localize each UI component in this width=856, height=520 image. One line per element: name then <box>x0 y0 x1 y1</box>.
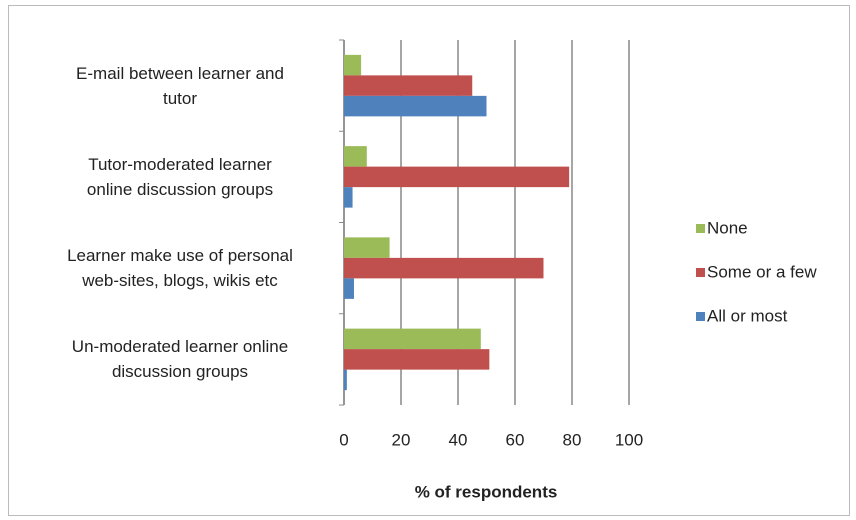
bar <box>344 146 367 167</box>
legend-label: Some or a few <box>707 262 817 281</box>
y-tick-label: Un-moderated learner online discussion g… <box>71 337 289 382</box>
legend-swatch <box>696 268 705 277</box>
bar <box>344 95 487 117</box>
legend-swatch <box>696 312 705 321</box>
y-tick-label: E-mail between learner and tutor <box>76 63 284 108</box>
x-tick-label: 100 <box>615 430 643 449</box>
bar <box>344 166 570 188</box>
bar <box>344 349 490 370</box>
bar <box>344 257 544 279</box>
legend-swatch <box>696 224 705 233</box>
bar <box>344 328 481 350</box>
bar <box>344 237 390 258</box>
x-tick-label: 20 <box>392 430 411 449</box>
bar <box>344 187 353 208</box>
x-axis-label: % of respondents <box>415 482 558 501</box>
x-tick-label: 60 <box>506 430 525 449</box>
bar <box>344 278 354 299</box>
legend-label: All or most <box>707 306 788 325</box>
x-tick-label: 0 <box>339 430 348 449</box>
legend-label: None <box>707 218 748 237</box>
y-tick-label: Learner make use of personal web-sites, … <box>67 246 293 291</box>
bar <box>344 369 347 391</box>
bar <box>344 75 473 96</box>
x-tick-label: 40 <box>449 430 468 449</box>
y-tick-label: Tutor-moderated learner online discussio… <box>86 154 274 199</box>
bar <box>344 54 362 76</box>
x-tick-label: 80 <box>563 430 582 449</box>
